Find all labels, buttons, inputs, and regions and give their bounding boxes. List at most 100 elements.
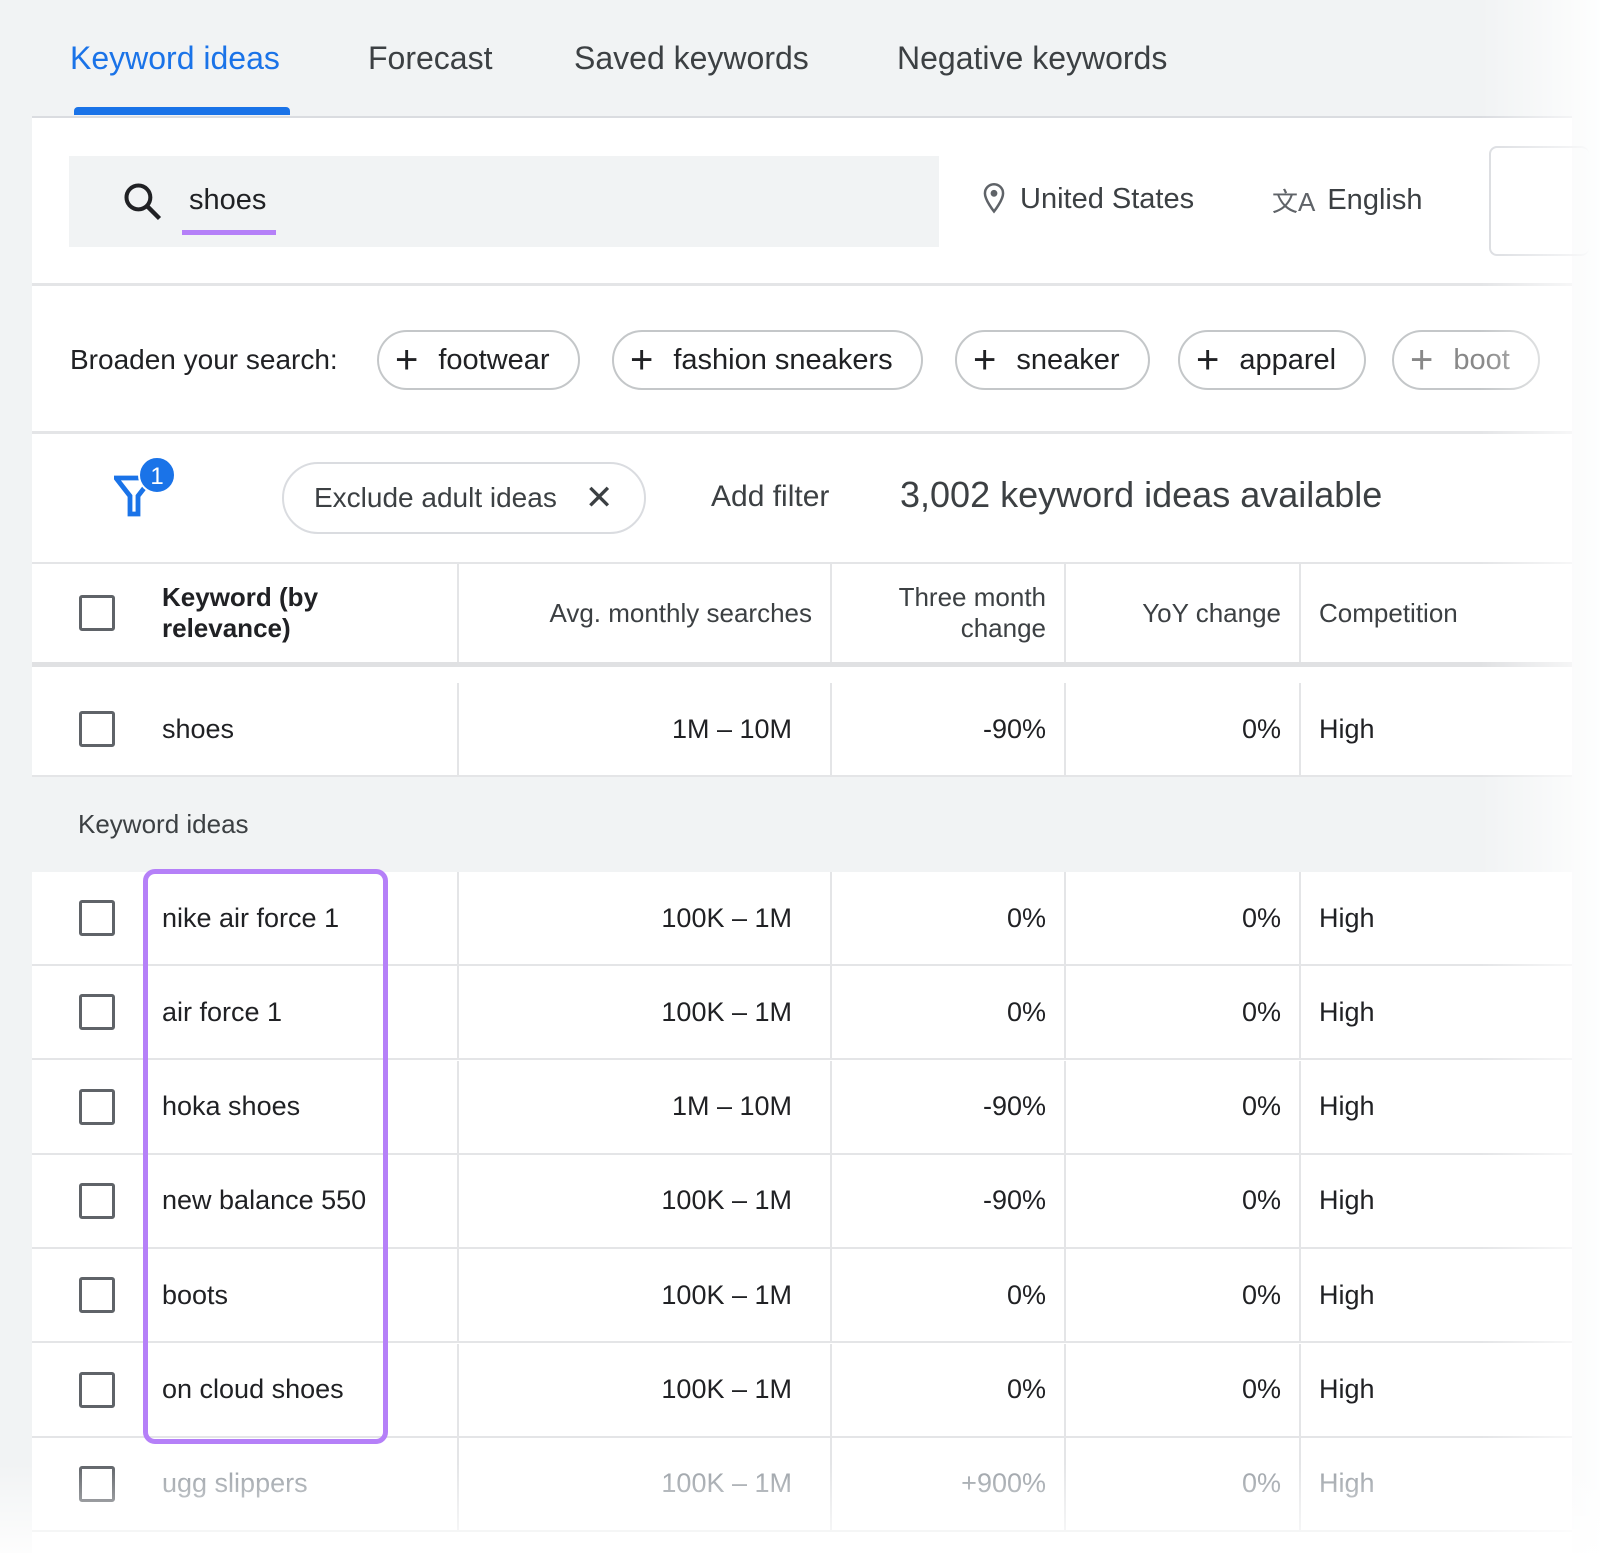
filter-chip-label: Exclude adult ideas	[314, 482, 557, 513]
tab-forecast[interactable]: Forecast	[368, 40, 493, 76]
three-month-cell: 0%	[830, 1343, 1064, 1436]
row-select-cell	[32, 1155, 157, 1247]
table-row: hoka shoes 1M – 10M -90% 0% High	[32, 1060, 1572, 1155]
avg-searches-cell: 100K – 1M	[457, 1249, 830, 1342]
keyword-cell: on cloud shoes	[162, 1374, 344, 1404]
translate-icon: 文A	[1272, 187, 1316, 217]
three-month-cell: -90%	[830, 1154, 1064, 1247]
competition-cell: High	[1299, 872, 1535, 964]
broaden-chip-fashion-sneakers[interactable]: + fashion sneakers	[612, 330, 923, 390]
competition-cell: High	[1299, 1060, 1535, 1153]
plus-icon: +	[973, 338, 997, 382]
language-selector[interactable]: 文A English	[1272, 182, 1422, 219]
language-label: English	[1327, 184, 1423, 216]
yoy-cell: 0%	[1064, 872, 1299, 964]
filter-count-badge: 1	[138, 456, 176, 494]
row-checkbox[interactable]	[79, 1277, 115, 1314]
plus-icon: +	[1196, 338, 1220, 382]
broaden-chip-apparel[interactable]: + apparel	[1178, 330, 1367, 390]
avg-searches-cell: 100K – 1M	[457, 872, 830, 964]
row-select-cell	[32, 872, 157, 964]
table-row: boots 100K – 1M 0% 0% High	[32, 1249, 1572, 1344]
competition-cell: High	[1299, 683, 1535, 775]
tab-bar: Keyword ideas Forecast Saved keywords Ne…	[0, 0, 1600, 116]
table-row: shoes 1M – 10M -90% 0% High	[32, 683, 1572, 777]
avg-searches-cell: 100K – 1M	[457, 1343, 830, 1436]
header-yoy-change[interactable]: YoY change	[1064, 564, 1299, 662]
yoy-cell: 0%	[1064, 966, 1299, 1059]
keyword-ideas-section-label: Keyword ideas	[32, 777, 1572, 872]
keyword-cell: nike air force 1	[162, 902, 340, 933]
table-row: nike air force 1 100K – 1M 0% 0% High	[32, 872, 1572, 966]
avg-searches-cell: 100K – 1M	[457, 966, 830, 1059]
keyword-cell: new balance 550	[162, 1185, 367, 1216]
yoy-cell: 0%	[1064, 1249, 1299, 1342]
keyword-cell: hoka shoes	[162, 1091, 301, 1122]
row-select-cell	[32, 683, 157, 775]
location-pin-icon	[983, 183, 1005, 214]
header-avg-monthly-searches[interactable]: Avg. monthly searches	[457, 564, 830, 662]
chip-label: apparel	[1239, 343, 1337, 376]
search-input[interactable]	[189, 184, 489, 217]
search-box[interactable]	[69, 156, 939, 247]
chip-label: sneaker	[1016, 343, 1120, 376]
three-month-cell: -90%	[830, 683, 1064, 775]
filter-row: 1 Exclude adult ideas ✕ Add filter 3,002…	[32, 434, 1572, 562]
filter-chip-exclude-adult[interactable]: Exclude adult ideas ✕	[282, 462, 646, 534]
yoy-cell: 0%	[1064, 1060, 1299, 1153]
table-row: on cloud shoes 100K – 1M 0% 0% High	[32, 1343, 1572, 1438]
right-fade	[1480, 0, 1600, 1553]
select-all-checkbox[interactable]	[79, 595, 115, 631]
competition-cell: High	[1299, 1154, 1535, 1247]
keyword-cell: shoes	[162, 713, 235, 744]
add-filter-button[interactable]: Add filter	[711, 480, 830, 513]
plus-icon: +	[395, 338, 419, 382]
broaden-search-row: Broaden your search: + footwear + fashion …	[32, 286, 1572, 434]
yoy-cell: 0%	[1064, 1154, 1299, 1247]
competition-cell: High	[1299, 1249, 1535, 1342]
row-select-cell	[32, 1061, 157, 1153]
plus-icon: +	[630, 338, 654, 382]
broaden-chip-footwear[interactable]: + footwear	[377, 330, 580, 390]
three-month-cell: 0%	[830, 966, 1064, 1059]
bottom-fade	[0, 1463, 1600, 1553]
header-three-month-change[interactable]: Three month change	[830, 564, 1064, 662]
row-select-cell	[32, 1344, 157, 1436]
broaden-chip-sneaker[interactable]: + sneaker	[955, 330, 1150, 390]
table-row: air force 1 100K – 1M 0% 0% High	[32, 966, 1572, 1061]
competition-cell: High	[1299, 1343, 1535, 1436]
tab-saved-keywords[interactable]: Saved keywords	[574, 40, 809, 76]
table-row: new balance 550 100K – 1M -90% 0% High	[32, 1154, 1572, 1249]
row-checkbox[interactable]	[79, 711, 115, 747]
search-highlight-underline	[182, 230, 276, 235]
location-selector[interactable]: United States	[980, 182, 1194, 216]
yoy-cell: 0%	[1064, 683, 1299, 775]
row-checkbox[interactable]	[79, 1371, 115, 1408]
keyword-card: United States 文A English Broaden your se…	[32, 116, 1589, 1553]
yoy-cell: 0%	[1064, 1343, 1299, 1436]
row-checkbox[interactable]	[79, 1088, 115, 1125]
tab-keyword-ideas[interactable]: Keyword ideas	[70, 40, 280, 76]
close-icon[interactable]: ✕	[584, 479, 614, 517]
tab-negative-keywords[interactable]: Negative keywords	[897, 40, 1168, 76]
row-select-cell	[32, 966, 157, 1058]
broaden-label: Broaden your search:	[70, 344, 338, 375]
row-checkbox[interactable]	[79, 900, 115, 936]
chip-label: footwear	[438, 343, 550, 376]
three-month-cell: -90%	[830, 1060, 1064, 1153]
search-row: United States 文A English	[32, 118, 1589, 286]
avg-searches-cell: 100K – 1M	[457, 1154, 830, 1247]
row-checkbox[interactable]	[79, 994, 115, 1031]
keyword-count: 3,002 keyword ideas available	[900, 474, 1383, 515]
keyword-cell: air force 1	[162, 996, 283, 1027]
avg-searches-cell: 1M – 10M	[457, 683, 830, 775]
chip-label: fashion sneakers	[673, 343, 893, 376]
three-month-cell: 0%	[830, 1249, 1064, 1342]
row-checkbox[interactable]	[79, 1182, 115, 1219]
filter-button[interactable]: 1	[114, 456, 178, 520]
keyword-cell: boots	[162, 1279, 229, 1310]
active-tab-indicator	[74, 107, 290, 115]
location-label: United States	[1020, 182, 1195, 215]
header-competition[interactable]: Competition	[1299, 564, 1535, 662]
header-keyword[interactable]: Keyword (by relevance)	[162, 582, 319, 643]
